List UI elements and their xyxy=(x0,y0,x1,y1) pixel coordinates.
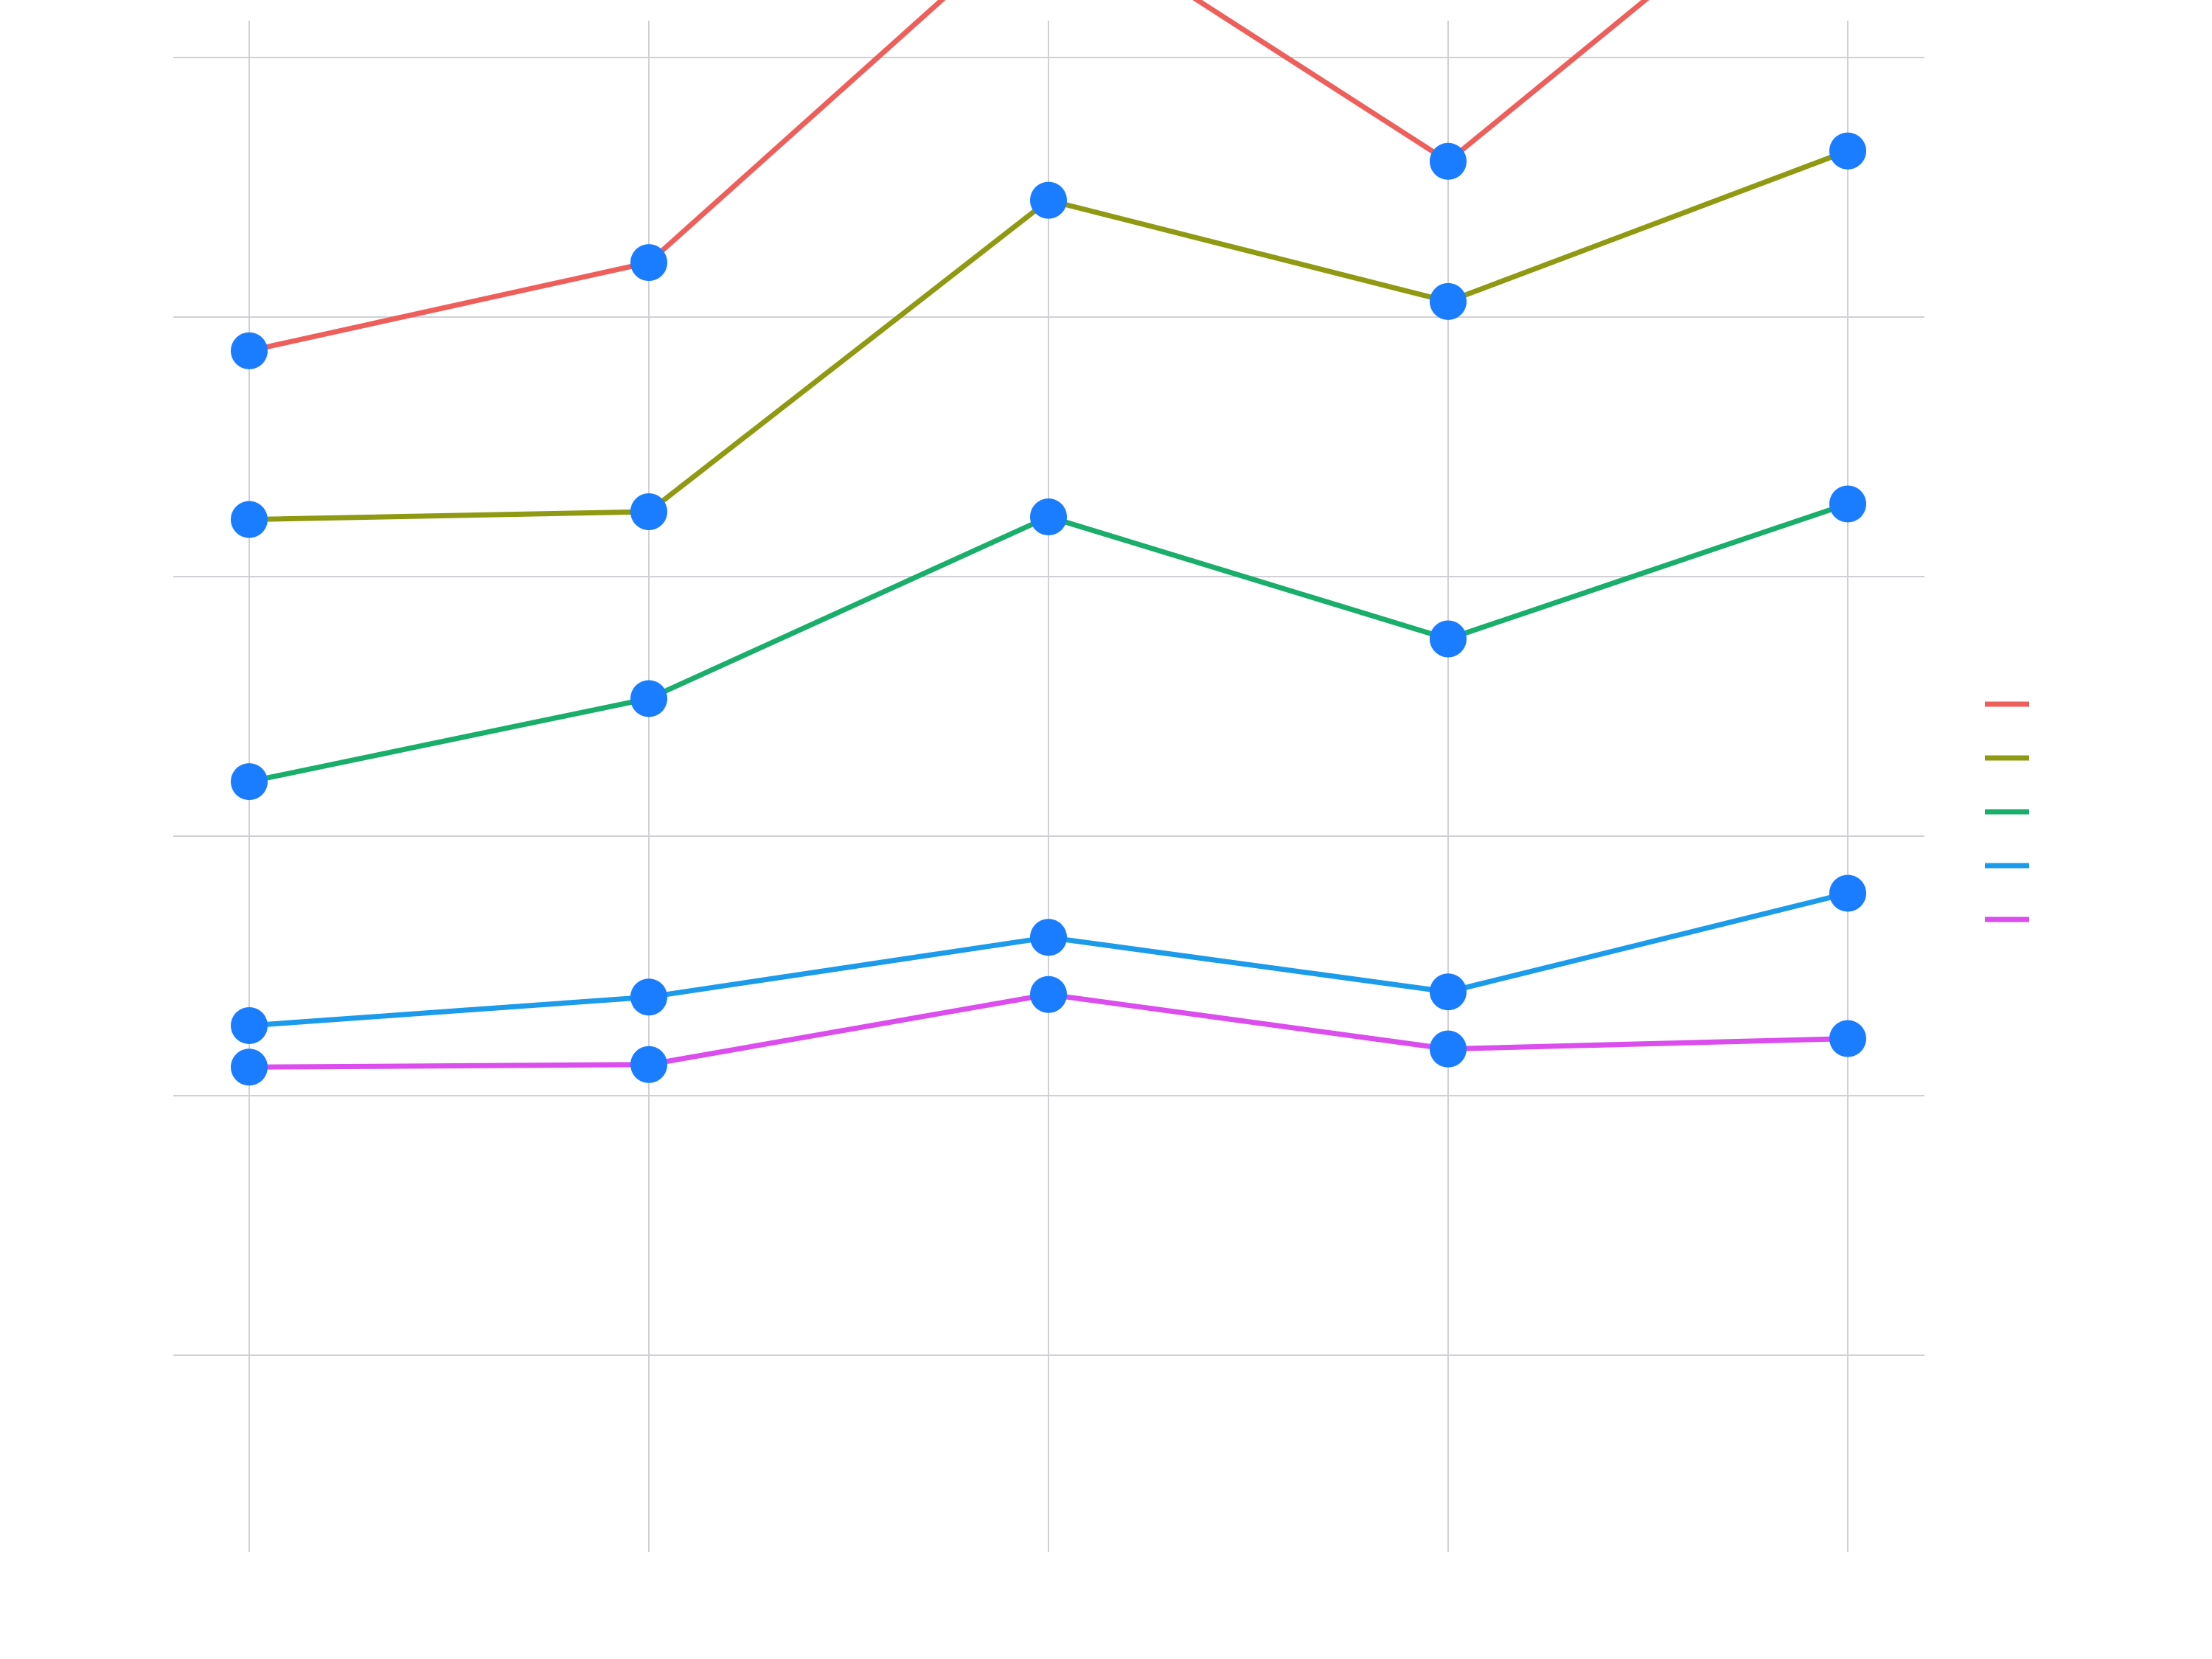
data-point-s3-3 xyxy=(1030,498,1067,536)
data-point-s5-1 xyxy=(231,1048,268,1086)
data-point-s2-2 xyxy=(630,493,667,530)
data-point-s5-4 xyxy=(1430,1030,1467,1068)
data-point-s1-2 xyxy=(630,244,667,282)
data-point-s5-5 xyxy=(1829,1020,1866,1057)
legend xyxy=(1985,701,2029,922)
data-point-s5-2 xyxy=(630,1046,667,1083)
data-point-s2-1 xyxy=(231,501,268,538)
data-point-s3-5 xyxy=(1829,485,1866,523)
data-point-s3-2 xyxy=(630,680,667,717)
data-point-s4-3 xyxy=(1030,919,1067,956)
data-point-s4-4 xyxy=(1430,973,1467,1011)
data-point-s4-1 xyxy=(231,1006,268,1044)
series-line-1 xyxy=(246,0,1649,354)
data-point-s4-2 xyxy=(630,978,667,1016)
data-point-s1-1 xyxy=(231,332,268,369)
data-point-s3-4 xyxy=(1430,620,1467,658)
data-point-s2-5 xyxy=(1829,132,1866,170)
data-point-s2-3 xyxy=(1030,181,1067,219)
data-point-s2-4 xyxy=(1430,282,1467,320)
data-point-s1-4 xyxy=(1430,142,1467,180)
data-point-s4-5 xyxy=(1829,874,1866,912)
data-point-s5-3 xyxy=(1030,975,1067,1013)
data-point-s3-1 xyxy=(231,763,268,801)
data-points xyxy=(231,132,1866,1086)
grid xyxy=(173,21,1924,1552)
